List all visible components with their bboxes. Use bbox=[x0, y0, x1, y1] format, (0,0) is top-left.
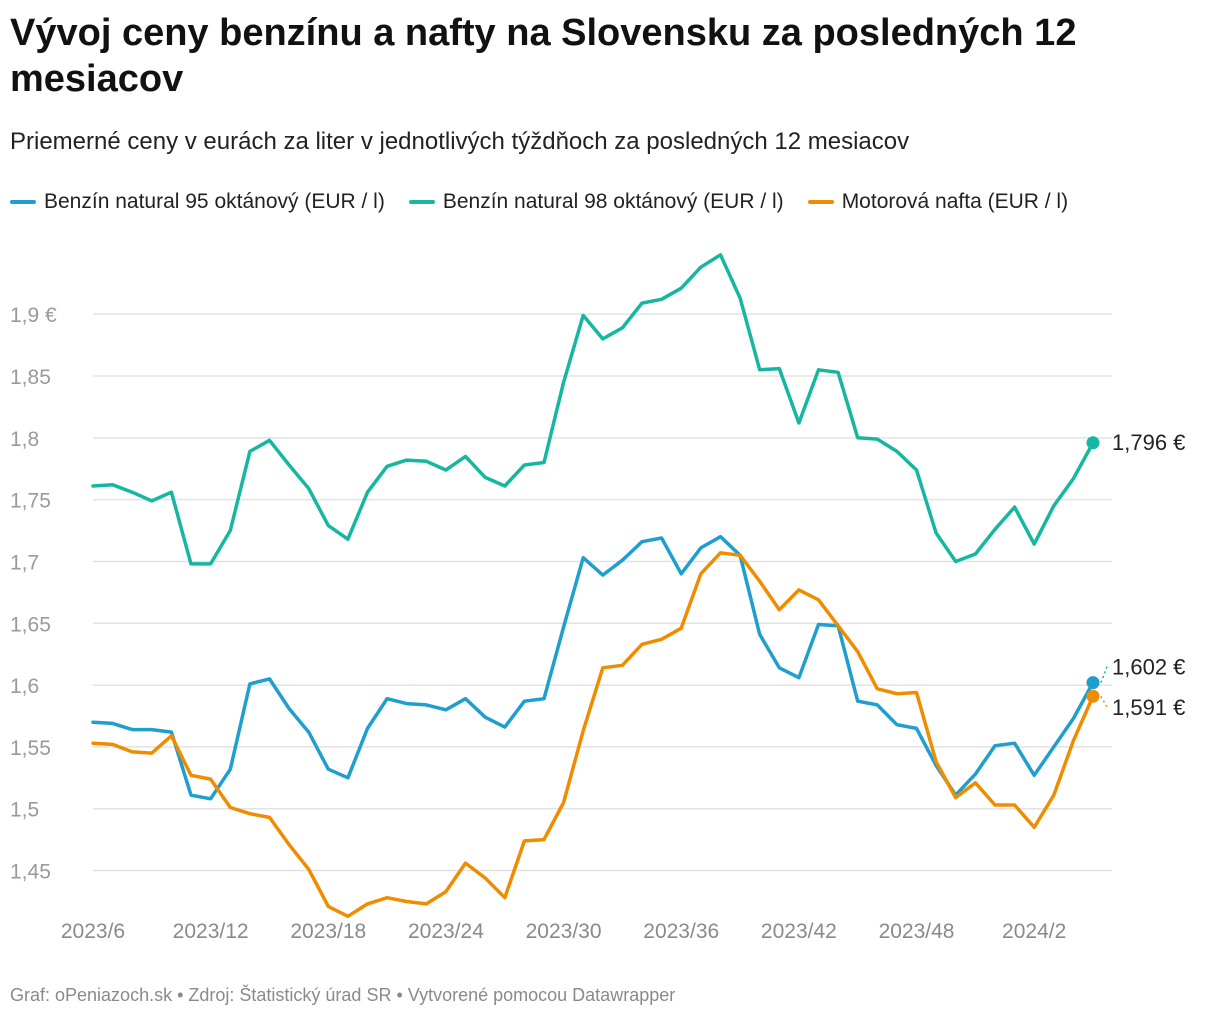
y-tick-label: 1,5 bbox=[10, 799, 39, 822]
end-label-leader bbox=[1100, 695, 1108, 708]
legend-label: Motorová nafta (EUR / l) bbox=[841, 190, 1069, 213]
y-tick-label: 1,85 bbox=[10, 366, 51, 389]
x-tick-label: 2023/6 bbox=[61, 920, 125, 943]
y-tick-label: 1,55 bbox=[10, 737, 51, 760]
end-label-leader bbox=[1100, 666, 1108, 683]
legend-swatch bbox=[408, 200, 435, 204]
y-tick-label: 1,65 bbox=[10, 613, 51, 636]
end-label-nafta: 1,591 € bbox=[1112, 695, 1185, 720]
x-tick-label: 2023/48 bbox=[879, 920, 955, 943]
y-tick-label: 1,8 bbox=[10, 428, 39, 451]
chart-legend: Benzín natural 95 oktánový (EUR / l) Ben… bbox=[10, 190, 1068, 214]
chart-subtitle: Priemerné ceny v eurách za liter v jedno… bbox=[10, 128, 910, 155]
y-tick-label: 1,9 € bbox=[10, 304, 57, 327]
end-label-benzin-98: 1,796 € bbox=[1112, 430, 1185, 455]
y-tick-label: 1,6 bbox=[10, 675, 39, 698]
x-tick-label: 2023/36 bbox=[643, 920, 719, 943]
x-tick-label: 2023/18 bbox=[290, 920, 366, 943]
grid-layer: 1,45 1,5 1,55 1,6 1,65 1,7 1,75 1,8 1,85 1,9 € 202… bbox=[10, 304, 1112, 943]
legend-item-nafta: Motorová nafta (EUR / l) bbox=[807, 190, 1069, 214]
legend-label: Benzín natural 95 oktánový (EUR / l) bbox=[44, 190, 385, 213]
source-credit: Graf: oPeniazoch.sk • Zdroj: Štatistický… bbox=[10, 985, 676, 1005]
x-tick-label: 2024/2 bbox=[1002, 920, 1066, 943]
x-tick-label: 2023/12 bbox=[173, 920, 249, 943]
x-tick-label: 2023/24 bbox=[408, 920, 484, 943]
x-tick-label: 2023/30 bbox=[526, 920, 602, 943]
y-tick-label: 1,7 bbox=[10, 551, 39, 574]
series-line-nafta bbox=[91, 551, 1095, 919]
legend-item-benzin-98: Benzín natural 98 oktánový (EUR / l) bbox=[408, 190, 784, 214]
legend-swatch bbox=[10, 200, 36, 204]
legend-label: Benzín natural 98 oktánový (EUR / l) bbox=[442, 190, 784, 213]
line-chart: 1,45 1,5 1,55 1,6 1,65 1,7 1,75 1,8 1,85 1,9 € 202… bbox=[10, 253, 1185, 943]
end-point-nafta bbox=[1086, 689, 1100, 703]
x-tick-label: 2023/42 bbox=[761, 920, 837, 943]
end-point-benzin-95 bbox=[1086, 676, 1100, 690]
series-line-benzin-95 bbox=[91, 534, 1095, 801]
series-line-benzin-98 bbox=[91, 253, 1095, 566]
y-tick-label: 1,45 bbox=[10, 861, 51, 884]
end-point-benzin-98 bbox=[1086, 436, 1100, 450]
end-label-benzin-95: 1,602 € bbox=[1112, 655, 1185, 680]
legend-swatch bbox=[807, 200, 834, 204]
legend-item-benzin-95: Benzín natural 95 oktánový (EUR / l) bbox=[10, 190, 385, 214]
y-tick-label: 1,75 bbox=[10, 490, 51, 513]
label-layer: 1,602 € 1,796 € 1,591 € bbox=[1100, 430, 1185, 720]
series-layer bbox=[91, 253, 1100, 919]
page-title: Vývoj ceny benzínu a nafty na Slovensku … bbox=[10, 12, 1077, 100]
